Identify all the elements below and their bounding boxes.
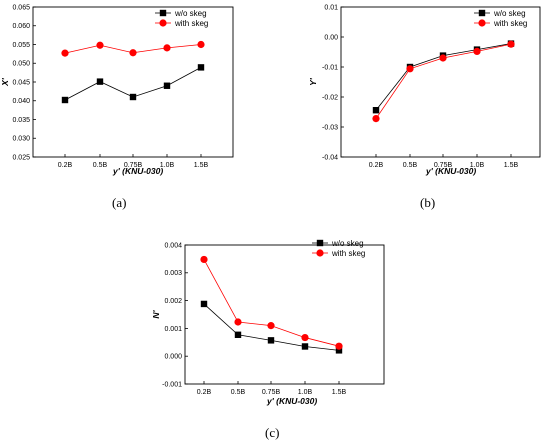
chart-a-point-with-skeg (197, 40, 205, 49)
chart-a-legend-marker (159, 19, 167, 27)
chart-a-x-tick-label: 0.2B (58, 162, 73, 169)
chart-a-point-wo-skeg (129, 93, 137, 101)
chart-b-legend-label: with skeg (493, 19, 527, 28)
chart-b-x-tick-label: 0.2B (369, 162, 384, 169)
chart-a-point-wo-skeg (197, 64, 205, 71)
chart-c-y-tick-label: 0.001 (164, 326, 182, 333)
chart-a-x-tick-label: 0.75B (124, 162, 143, 169)
chart-a-y-tick-label: 0.060 (12, 23, 30, 30)
chart-a-legend-label: with skeg (174, 19, 208, 28)
chart-c-series-line-with-skeg (203, 259, 340, 347)
chart-a-point-wo-skeg (61, 96, 69, 104)
chart-c-panel-label: (c) (265, 425, 279, 440)
chart-c-y-axis-label: N' (151, 309, 161, 318)
chart-b-x-axis-label: y' (KNU-030) (425, 166, 476, 176)
chart-c-point-wo-skeg (200, 300, 208, 308)
chart-a-y-tick-label: 0.045 (12, 79, 30, 86)
chart-c-y-tick-label: 0.004 (164, 242, 182, 249)
chart-a-x-tick-label: 1.0B (160, 162, 175, 169)
chart-c-point-wo-skeg (234, 331, 242, 338)
chart-a-y-tick-label: 0.065 (12, 4, 30, 11)
chart-a-y-tick-label: 0.050 (12, 61, 30, 68)
chart-c-x-tick-label: 0.5B (231, 389, 246, 396)
chart-c-point-wo-skeg (301, 343, 309, 350)
chart-c-legend-label: with skeg (331, 249, 365, 258)
chart-a-plot-area (32, 6, 234, 158)
chart-b-point-wo-skeg (372, 107, 380, 114)
chart-c-y-tick-label: 0.000 (164, 354, 182, 361)
chart-b-x-tick-label: 1.5B (504, 162, 519, 169)
chart-b-panel-label: (b) (420, 195, 435, 210)
chart-b-legend-marker (478, 19, 486, 27)
chart-b-y-tick-label: 0.01 (324, 4, 338, 11)
chart-c-legend-marker (316, 249, 324, 257)
chart-a-y-tick-label: 0.040 (12, 98, 30, 105)
chart-a-y-tick-label: 0.025 (12, 154, 30, 161)
chart-c-point-wo-skeg (267, 337, 275, 344)
chart-b-x-tick-label: 0.5B (403, 162, 418, 169)
chart-b-y-tick-label: -0.02 (322, 94, 338, 101)
chart-b-point-with-skeg (372, 115, 380, 123)
chart-a-point-wo-skeg (163, 82, 171, 89)
chart-a-panel-label: (a) (112, 195, 126, 210)
chart-c-plot-area (184, 244, 385, 385)
chart-b-point-with-skeg (507, 40, 515, 48)
chart-c-point-with-skeg (301, 333, 309, 342)
chart-a-legend-marker (159, 9, 167, 17)
chart-c-point-with-skeg (267, 322, 275, 330)
chart-c-y-tick-label: -0.001 (162, 381, 182, 388)
chart-c-x-tick-label: 1.5B (332, 389, 347, 396)
chart-b-legend-label: w/o skeg (493, 9, 526, 18)
chart-a-point-with-skeg (163, 44, 171, 52)
chart-b-y-tick-label: -0.03 (322, 124, 338, 131)
chart-a-point-with-skeg (61, 49, 69, 57)
chart-a-legend-label: w/o skeg (174, 9, 207, 18)
chart-b-point-with-skeg (473, 47, 481, 56)
chart-b-point-with-skeg (439, 54, 447, 62)
chart-a-point-with-skeg (96, 41, 104, 49)
chart-a-x-tick-label: 0.5B (93, 162, 108, 169)
chart-b-y-axis-label: Y' (308, 77, 318, 86)
chart-b-x-tick-label: 0.75B (434, 162, 453, 169)
chart-a-x-tick-label: 1.5B (194, 162, 209, 169)
chart-c-x-tick-label: 0.75B (262, 389, 281, 396)
chart-a-x-axis-label: y' (KNU-030) (112, 166, 163, 176)
chart-b-plot-area (340, 6, 541, 158)
chart-c-x-tick-label: 1.0B (298, 389, 313, 396)
chart-b-y-tick-label: -0.04 (322, 154, 338, 161)
chart-b-legend-marker (478, 9, 486, 17)
chart-a-y-tick-label: 0.055 (12, 42, 30, 49)
chart-b-y-tick-label: 0.00 (324, 34, 338, 41)
chart-b-x-tick-label: 1.0B (470, 162, 485, 169)
chart-c-y-tick-label: 0.003 (164, 270, 182, 277)
chart-a-y-tick-label: 0.030 (12, 136, 30, 143)
chart-c-y-tick-label: 0.002 (164, 298, 182, 305)
chart-c-point-with-skeg (234, 318, 242, 326)
chart-b-point-with-skeg (406, 65, 414, 73)
chart-c-legend-marker (316, 239, 324, 247)
chart-a-point-wo-skeg (96, 78, 104, 85)
chart-b-y-tick-label: -0.01 (322, 64, 338, 71)
chart-a-y-axis-label: X' (0, 77, 10, 87)
chart-a-y-tick-label: 0.035 (12, 117, 30, 124)
chart-c-x-axis-label: y' (KNU-030) (266, 396, 317, 406)
chart-c-point-with-skeg (200, 255, 208, 264)
chart-c-x-tick-label: 0.2B (197, 389, 212, 396)
chart-c-point-with-skeg (335, 342, 343, 350)
chart-c-legend-label: w/o skeg (331, 239, 364, 248)
chart-a-point-with-skeg (129, 49, 137, 57)
chart-c-point-wo-skeg (335, 347, 343, 354)
